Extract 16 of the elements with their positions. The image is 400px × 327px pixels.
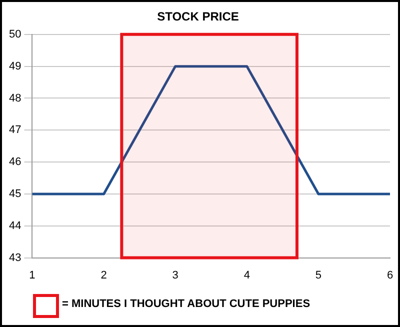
- y-tick-label: 49: [8, 60, 22, 72]
- x-tick-label: 2: [100, 269, 107, 282]
- y-tick-label: 47: [8, 124, 22, 136]
- legend-label: = MINUTES I THOUGHT ABOUT CUTE PUPPIES: [62, 298, 310, 310]
- x-tick-label: 5: [315, 269, 322, 282]
- x-tick-label: 4: [244, 269, 250, 282]
- y-tick-label: 48: [8, 92, 22, 104]
- x-tick-label: 6: [386, 269, 394, 282]
- y-tick-label: 50: [8, 28, 22, 40]
- x-tick-label: 1: [29, 269, 36, 282]
- y-tick-label: 43: [8, 252, 22, 264]
- x-tick-label: 3: [172, 269, 178, 282]
- y-tick-label: 46: [8, 156, 22, 168]
- y-tick-label: 44: [8, 220, 22, 232]
- chart-title: STOCK PRICE: [157, 10, 239, 24]
- y-tick-label: 45: [8, 188, 22, 200]
